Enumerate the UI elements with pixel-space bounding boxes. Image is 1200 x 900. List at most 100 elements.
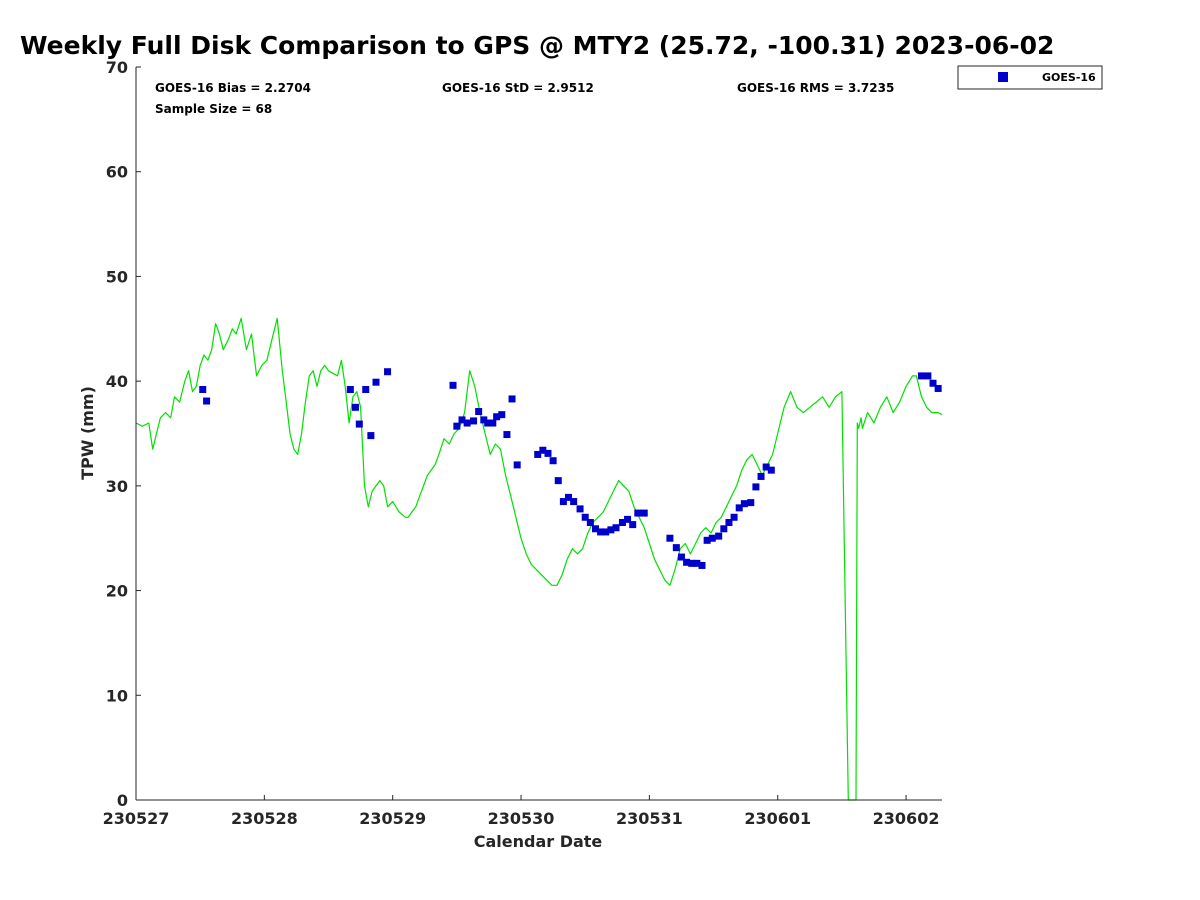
goes16-point: [934, 384, 942, 392]
goes16-point: [493, 413, 501, 421]
goes16-point: [508, 395, 516, 403]
goes16-point: [752, 483, 760, 491]
goes16-point: [612, 524, 620, 532]
goes16-point: [672, 544, 680, 552]
goes16-point: [503, 431, 511, 439]
plot-area: [136, 67, 942, 800]
goes16-point: [929, 379, 937, 387]
goes16-point: [640, 509, 648, 517]
goes16-point: [480, 416, 488, 424]
stat-rms: GOES-16 RMS = 3.7235: [737, 81, 894, 95]
goes16-point: [554, 477, 562, 485]
goes16-point: [576, 505, 584, 513]
chart-title: Weekly Full Disk Comparison to GPS @ MTY…: [20, 31, 1054, 60]
goes16-point: [544, 449, 552, 457]
goes16-point: [565, 493, 573, 501]
y-tick-label: 30: [106, 477, 128, 496]
goes16-point: [534, 450, 542, 458]
x-tick-label: 230531: [616, 809, 683, 828]
y-tick-label: 10: [106, 686, 128, 705]
goes16-point: [607, 526, 615, 534]
legend-marker-goes16: [998, 72, 1008, 82]
goes16-point: [597, 528, 605, 536]
goes16-point: [449, 381, 457, 389]
goes16-point: [463, 419, 471, 427]
goes16-point: [720, 525, 728, 533]
stat-bias: GOES-16 Bias = 2.2704: [155, 81, 311, 95]
goes16-point: [747, 499, 755, 507]
goes16-point: [634, 509, 642, 517]
stat-sample-size: Sample Size = 68: [155, 102, 272, 116]
goes16-point: [581, 513, 589, 521]
goes16-point: [762, 463, 770, 471]
goes16-point: [570, 498, 578, 506]
legend: GOES-16: [957, 65, 1103, 90]
y-tick-label: 50: [106, 267, 128, 286]
goes16-point: [346, 386, 354, 394]
goes16-point: [475, 408, 483, 416]
goes16-point: [624, 515, 632, 523]
x-tick-label: 230527: [103, 809, 170, 828]
y-tick-label: 60: [106, 163, 128, 182]
goes16-point: [458, 416, 466, 424]
goes16-point: [199, 386, 207, 394]
y-tick-label: 40: [106, 372, 128, 391]
goes16-point: [693, 559, 701, 567]
goes16-point: [708, 534, 716, 542]
goes16-point: [683, 558, 691, 566]
goes16-point: [384, 368, 392, 376]
goes16-point: [484, 419, 492, 427]
gps-tpw-line: [135, 317, 943, 801]
goes16-point: [470, 417, 478, 425]
goes16-point: [703, 536, 711, 544]
goes16-point: [677, 553, 685, 561]
goes16-point: [372, 378, 380, 386]
x-axis-ticks: 230527 230528 230529 230530 230531 230601 2306…: [103, 795, 940, 828]
goes16-point: [725, 519, 733, 527]
x-tick-label: 230601: [744, 809, 811, 828]
x-tick-label: 230529: [359, 809, 426, 828]
goes16-point: [698, 561, 706, 569]
goes16-point: [591, 525, 599, 533]
legend-box: [957, 65, 1103, 90]
goes16-point: [498, 411, 506, 419]
goes16-point: [715, 532, 723, 540]
x-tick-label: 230602: [873, 809, 940, 828]
stat-std: GOES-16 StD = 2.9512: [442, 81, 594, 95]
goes16-point: [351, 403, 359, 411]
y-axis-ticks: 0 10 20 30 40 50 60 70: [106, 58, 141, 810]
goes16-point: [740, 500, 748, 508]
goes16-point: [730, 513, 738, 521]
goes16-point: [688, 559, 696, 567]
x-tick-label: 230528: [231, 809, 298, 828]
goes16-point: [629, 521, 637, 529]
goes16-point: [666, 534, 674, 542]
gps-line-layer: [135, 317, 943, 801]
y-tick-label: 20: [106, 582, 128, 601]
x-tick-label: 230530: [488, 809, 555, 828]
x-axis-label: Calendar Date: [474, 832, 603, 851]
y-tick-label: 0: [117, 791, 128, 810]
legend-label-goes16: GOES-16: [1042, 71, 1096, 84]
goes16-point: [586, 519, 594, 527]
goes16-point: [549, 457, 557, 465]
goes16-point: [539, 446, 547, 454]
goes16-point: [513, 461, 521, 469]
goes16-point: [362, 386, 370, 394]
goes16-point: [602, 528, 610, 536]
goes16-point: [917, 372, 925, 380]
goes16-point: [355, 420, 363, 428]
goes16-point: [559, 498, 567, 506]
goes16-points-layer: [199, 368, 942, 569]
goes16-point: [757, 472, 765, 480]
goes16-point: [924, 372, 932, 380]
y-axis-label: TPW (mm): [78, 386, 97, 480]
goes16-point: [453, 422, 461, 430]
goes16-point: [489, 419, 497, 427]
y-tick-label: 70: [106, 58, 128, 77]
goes16-point: [767, 466, 775, 474]
goes16-point: [367, 432, 375, 440]
goes16-point: [735, 504, 743, 512]
goes16-point: [203, 397, 211, 405]
